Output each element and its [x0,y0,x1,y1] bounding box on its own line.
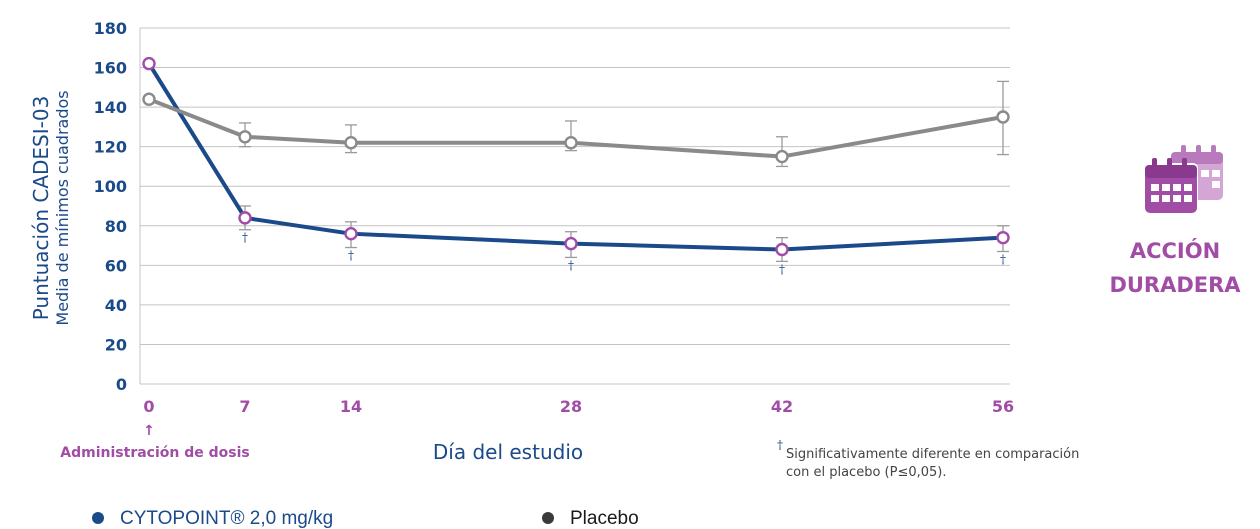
x-tick-label: 14 [340,397,362,416]
x-tick-label: 28 [560,397,582,416]
point-placebo [238,130,252,144]
point-cytopoint [996,230,1010,245]
x-tick-label: 56 [992,397,1014,416]
significance-marker: † [568,258,574,272]
x-tick-label: 42 [771,397,793,416]
point-cytopoint [142,56,156,71]
y-tick-label: 140 [94,98,127,117]
footnote-dagger: † [777,438,783,452]
point-cytopoint [564,236,578,251]
significance-marker: † [1000,252,1006,266]
series-layer: † † † † † [142,56,1010,276]
x-tick-label: 7 [239,397,250,416]
point-placebo [142,92,156,106]
y-tick-label: 40 [105,296,127,315]
point-placebo [775,149,789,164]
y-axis-ticks: 0 20 40 60 80 100 120 140 160 180 [94,19,127,394]
y-axis-sublabel: Media de mínimos cuadrados [53,90,72,325]
y-tick-label: 0 [116,375,127,394]
point-cytopoint [344,226,358,241]
point-cytopoint [775,242,789,257]
y-tick-label: 60 [105,256,127,275]
legend-marker-placebo [542,512,554,524]
grid-lines [139,27,1010,385]
legend: CYTOPOINT® 2,0 mg/kg Placebo [92,508,639,529]
significance-marker: † [348,249,354,263]
x-axis-ticks: 0 7 14 28 42 56 [143,397,1014,416]
dose-label: Administración de dosis [60,445,249,461]
y-tick-label: 160 [94,59,127,78]
series-line-placebo [147,97,1005,159]
dose-arrow-icon: ↑ [143,423,155,439]
badge-line-2: DURADERA [1109,273,1241,297]
point-placebo [344,136,358,150]
legend-label-placebo: Placebo [570,508,639,529]
badge-line-1: ACCIÓN [1130,238,1220,263]
x-axis-label: Día del estudio [433,440,583,464]
point-placebo [996,110,1010,124]
y-tick-label: 20 [105,335,127,354]
y-tick-label: 180 [94,19,127,38]
calendar-icon [1143,145,1223,215]
y-axis-label: Puntuación CADESI-03 [29,96,53,321]
point-placebo [564,136,578,150]
point-cytopoint [238,211,252,225]
x-tick-label: 0 [143,397,154,416]
significance-marker: † [242,231,248,245]
legend-marker-cytopoint [92,512,104,524]
significance-marker: † [779,262,785,276]
footnote-line-1: Significativamente diferente en comparac… [786,447,1079,462]
y-tick-label: 120 [94,138,127,157]
y-tick-label: 100 [94,177,127,196]
series-line-cytopoint [147,61,1005,252]
footnote-line-2: con el placebo (P≤0,05). [786,465,946,480]
legend-label-cytopoint: CYTOPOINT® 2,0 mg/kg [120,508,333,529]
y-tick-label: 80 [105,217,127,236]
